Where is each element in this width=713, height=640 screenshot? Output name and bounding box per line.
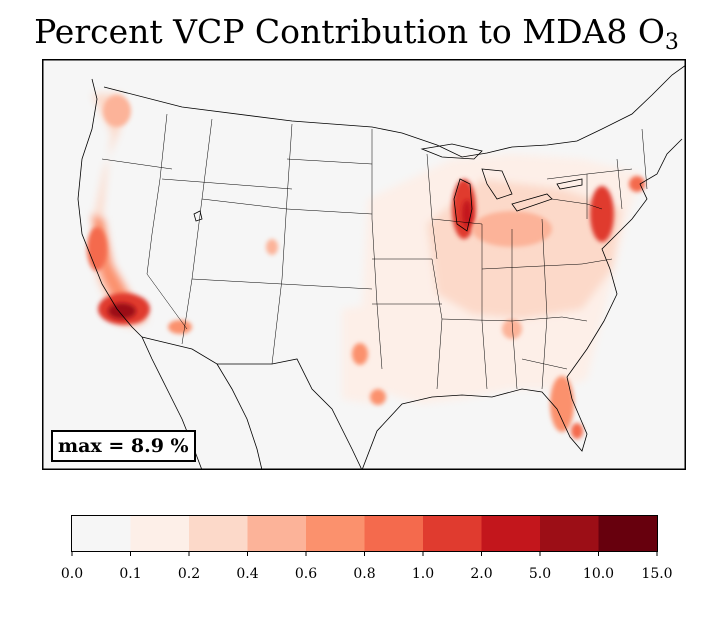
hotspot-dallas	[352, 343, 368, 365]
hotspot-denver	[266, 239, 278, 255]
colorbar-swatches	[72, 516, 658, 551]
colorbar-swatch	[189, 516, 248, 551]
chart-title: Percent VCP Contribution to MDA8 O3	[0, 12, 713, 55]
hotspot-sf-bay	[87, 227, 107, 271]
colorbar-tick-label: 0.0	[61, 566, 83, 582]
east-coast	[566, 138, 683, 378]
colorbar-tick-label: 2.0	[470, 566, 492, 582]
hotspots	[87, 95, 645, 439]
lake-huron	[481, 168, 513, 200]
colorbar-swatch	[364, 516, 424, 551]
chart-title-text: Percent VCP Contribution to MDA8 O	[34, 12, 665, 51]
lake-ontario	[556, 178, 583, 190]
colorbar-swatch	[247, 516, 307, 551]
hotspot-nyc	[590, 186, 614, 242]
colorbar-tick-label: 1.0	[412, 566, 434, 582]
colorbar-swatch	[306, 516, 365, 551]
colorbar-swatch	[540, 516, 599, 551]
colorbar-swatch	[72, 516, 131, 551]
lake-superior	[420, 143, 483, 160]
lake-michigan	[453, 178, 473, 232]
hotspot-boston	[629, 176, 645, 192]
chart-title-subscript: 3	[664, 30, 679, 55]
colorbar-tick-label: 15.0	[641, 566, 672, 582]
gulf-coast	[361, 376, 588, 470]
mexico-mainland	[216, 363, 263, 470]
colorbar-tick-label: 0.4	[236, 566, 258, 582]
map	[42, 59, 686, 470]
colorbar-swatch	[598, 516, 658, 551]
colorbar-swatch	[423, 516, 482, 551]
max-annotation: max = 8.9 %	[51, 430, 196, 462]
hotspot-la-core	[108, 303, 136, 319]
colorbar-tick-label: 0.6	[295, 566, 317, 582]
hotspot-seattle	[103, 95, 131, 127]
west-coast	[77, 78, 143, 338]
hotspot-atlanta	[502, 319, 522, 339]
colorbar-tick-label: 0.8	[353, 566, 375, 582]
hotspot-phoenix	[168, 320, 192, 334]
colorbar-swatch	[481, 516, 541, 551]
colorbar-ticks: 0.0 0.1 0.2 0.4 0.6 0.8 1.0 2.0 5.0 10.0 15.0	[61, 551, 673, 582]
us-mexico-border	[141, 336, 363, 470]
hotspot-miami	[571, 423, 583, 439]
colorbar-swatch	[130, 516, 190, 551]
colorbar-tick-label: 0.1	[119, 566, 141, 582]
map-frame	[42, 59, 686, 470]
hotspot-houston	[370, 389, 386, 405]
great-salt-lake	[193, 210, 203, 222]
colorbar: 0.0 0.1 0.2 0.4 0.6 0.8 1.0 2.0 5.0 10.0 15.0	[61, 515, 673, 582]
colorbar-tick-label: 10.0	[583, 566, 614, 582]
state-lines	[101, 113, 648, 390]
us-canada-border	[103, 64, 686, 158]
colorbar-tick-label: 0.2	[178, 566, 200, 582]
colorbar-tick-label: 5.0	[529, 566, 551, 582]
hotspot-florida	[550, 376, 574, 432]
